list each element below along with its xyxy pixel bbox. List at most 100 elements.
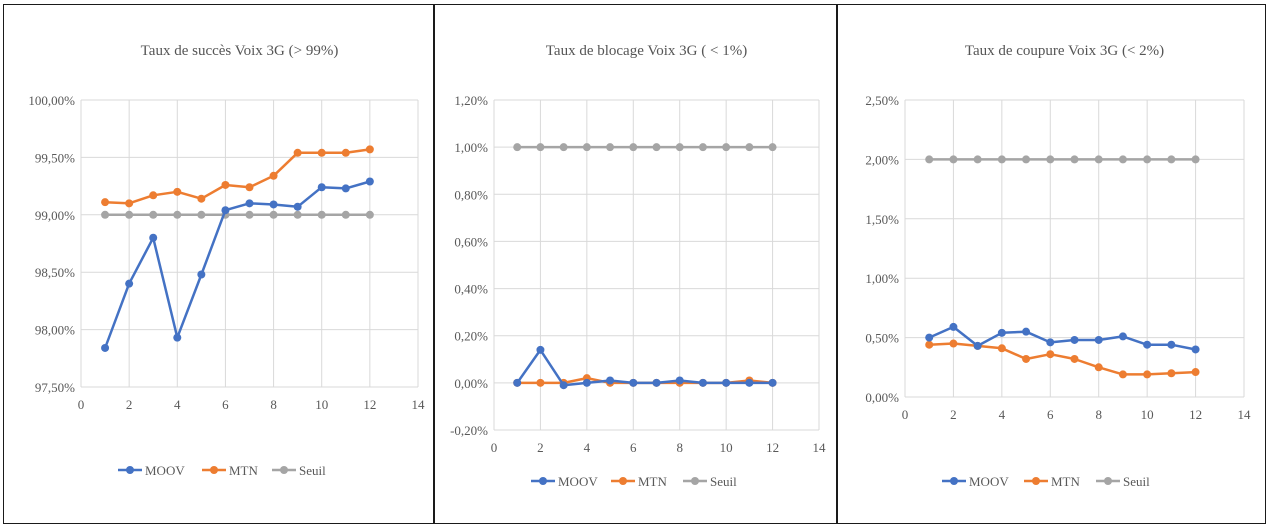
x-tick-label: 4 <box>584 440 591 455</box>
data-point-seuil <box>1143 155 1152 164</box>
legend-marker-seuil <box>691 477 699 485</box>
data-point-moov <box>365 177 374 186</box>
legend-marker-moov <box>950 477 958 485</box>
chart-title: Taux de coupure Voix 3G (< 2%) <box>965 43 1164 59</box>
data-point-moov <box>949 322 958 331</box>
chart-title: Taux de blocage Voix 3G ( < 1%) <box>546 43 747 59</box>
data-point-seuil <box>149 210 158 219</box>
y-tick-label: 0,60% <box>454 234 488 249</box>
data-point-seuil <box>536 143 545 152</box>
x-tick-label: 14 <box>1238 407 1252 422</box>
series-line-mtn <box>929 342 1196 376</box>
data-point-seuil <box>513 143 522 152</box>
data-point-moov <box>125 279 134 288</box>
data-point-mtn <box>1070 354 1079 363</box>
data-point-moov <box>629 378 638 387</box>
y-tick-label: 98,00% <box>35 323 75 338</box>
x-tick-label: 2 <box>950 407 957 422</box>
legend-label-moov: MOOV <box>558 474 598 489</box>
legend-marker-moov <box>126 466 134 474</box>
x-tick-label: 8 <box>676 440 683 455</box>
x-tick-label: 4 <box>174 397 181 412</box>
data-point-moov <box>173 333 182 342</box>
data-point-mtn <box>925 340 934 349</box>
data-point-mtn <box>317 148 326 157</box>
x-tick-label: 8 <box>1095 407 1102 422</box>
x-tick-label: 2 <box>537 440 544 455</box>
data-point-seuil <box>245 210 254 219</box>
data-point-seuil <box>1070 155 1079 164</box>
data-point-mtn <box>341 148 350 157</box>
data-point-seuil <box>1191 155 1200 164</box>
chart-succes-svg: Taux de succès Voix 3G (> 99%) 0 2 4 6 8 10 12 1… <box>28 43 425 478</box>
data-point-seuil <box>317 210 326 219</box>
data-point-mtn <box>293 148 302 157</box>
y-tick-label: 0,40% <box>454 282 488 297</box>
data-point-mtn <box>1167 369 1176 378</box>
y-tick-label: 97,50% <box>35 380 75 395</box>
y-tick-label: 2,00% <box>865 152 899 167</box>
data-point-mtn <box>1191 368 1200 377</box>
data-point-seuil <box>197 210 206 219</box>
data-point-moov <box>513 378 522 387</box>
x-tick-label: 0 <box>491 440 498 455</box>
legend-marker-mtn <box>210 466 218 474</box>
data-point-seuil <box>949 155 958 164</box>
x-tick-label: 14 <box>813 440 827 455</box>
data-point-seuil <box>1118 155 1127 164</box>
data-point-seuil <box>173 210 182 219</box>
data-point-seuil <box>582 143 591 152</box>
data-point-mtn <box>1143 370 1152 379</box>
data-point-mtn <box>269 171 278 180</box>
data-point-seuil <box>652 143 661 152</box>
data-point-seuil <box>997 155 1006 164</box>
data-point-mtn <box>125 199 134 208</box>
chart-panel-blocage: Taux de blocage Voix 3G ( < 1%) 0 2 4 6 8 10 12… <box>434 4 837 524</box>
legend-marker-seuil <box>1104 477 1112 485</box>
data-point-moov <box>1143 340 1152 349</box>
y-tick-label: 0,20% <box>454 329 488 344</box>
data-point-moov <box>317 183 326 192</box>
data-point-moov <box>675 376 684 385</box>
x-tick-label: 6 <box>630 440 637 455</box>
x-tick-label: 10 <box>1141 407 1154 422</box>
data-point-moov <box>1094 335 1103 344</box>
data-point-seuil <box>341 210 350 219</box>
legend-label-mtn: MTN <box>638 474 668 489</box>
x-tick-label: 0 <box>902 407 909 422</box>
data-point-mtn <box>1046 350 1055 359</box>
legend-label-mtn: MTN <box>1051 474 1081 489</box>
x-tick-label: 6 <box>1047 407 1054 422</box>
y-tick-label: 1,50% <box>865 212 899 227</box>
data-point-seuil <box>973 155 982 164</box>
data-point-moov <box>768 378 777 387</box>
x-tick-label: 2 <box>126 397 133 412</box>
y-tick-label: 99,50% <box>35 150 75 165</box>
x-tick-label: 10 <box>720 440 733 455</box>
data-point-seuil <box>768 143 777 152</box>
x-tick-label: 12 <box>766 440 779 455</box>
series-line-mtn <box>105 148 371 205</box>
data-point-moov <box>536 345 545 354</box>
data-point-moov <box>1167 340 1176 349</box>
data-point-seuil <box>745 143 754 152</box>
data-point-seuil <box>1046 155 1055 164</box>
data-point-moov <box>652 378 661 387</box>
legend-marker-seuil <box>280 466 288 474</box>
data-point-moov <box>606 376 615 385</box>
data-point-mtn <box>101 198 110 207</box>
y-tick-label: 1,20% <box>454 93 488 108</box>
legend-label-seuil: Seuil <box>1123 474 1150 489</box>
data-point-seuil <box>365 210 374 219</box>
data-point-seuil <box>675 143 684 152</box>
chart-title: Taux de succès Voix 3G (> 99%) <box>141 43 339 59</box>
y-tick-label: 98,50% <box>35 265 75 280</box>
data-point-seuil <box>101 210 110 219</box>
data-point-mtn <box>221 180 230 189</box>
y-tick-label: -0,20% <box>450 423 488 438</box>
data-point-mtn <box>536 378 545 387</box>
legend-label-seuil: Seuil <box>710 474 737 489</box>
data-point-moov <box>559 381 568 390</box>
data-point-moov <box>698 378 707 387</box>
